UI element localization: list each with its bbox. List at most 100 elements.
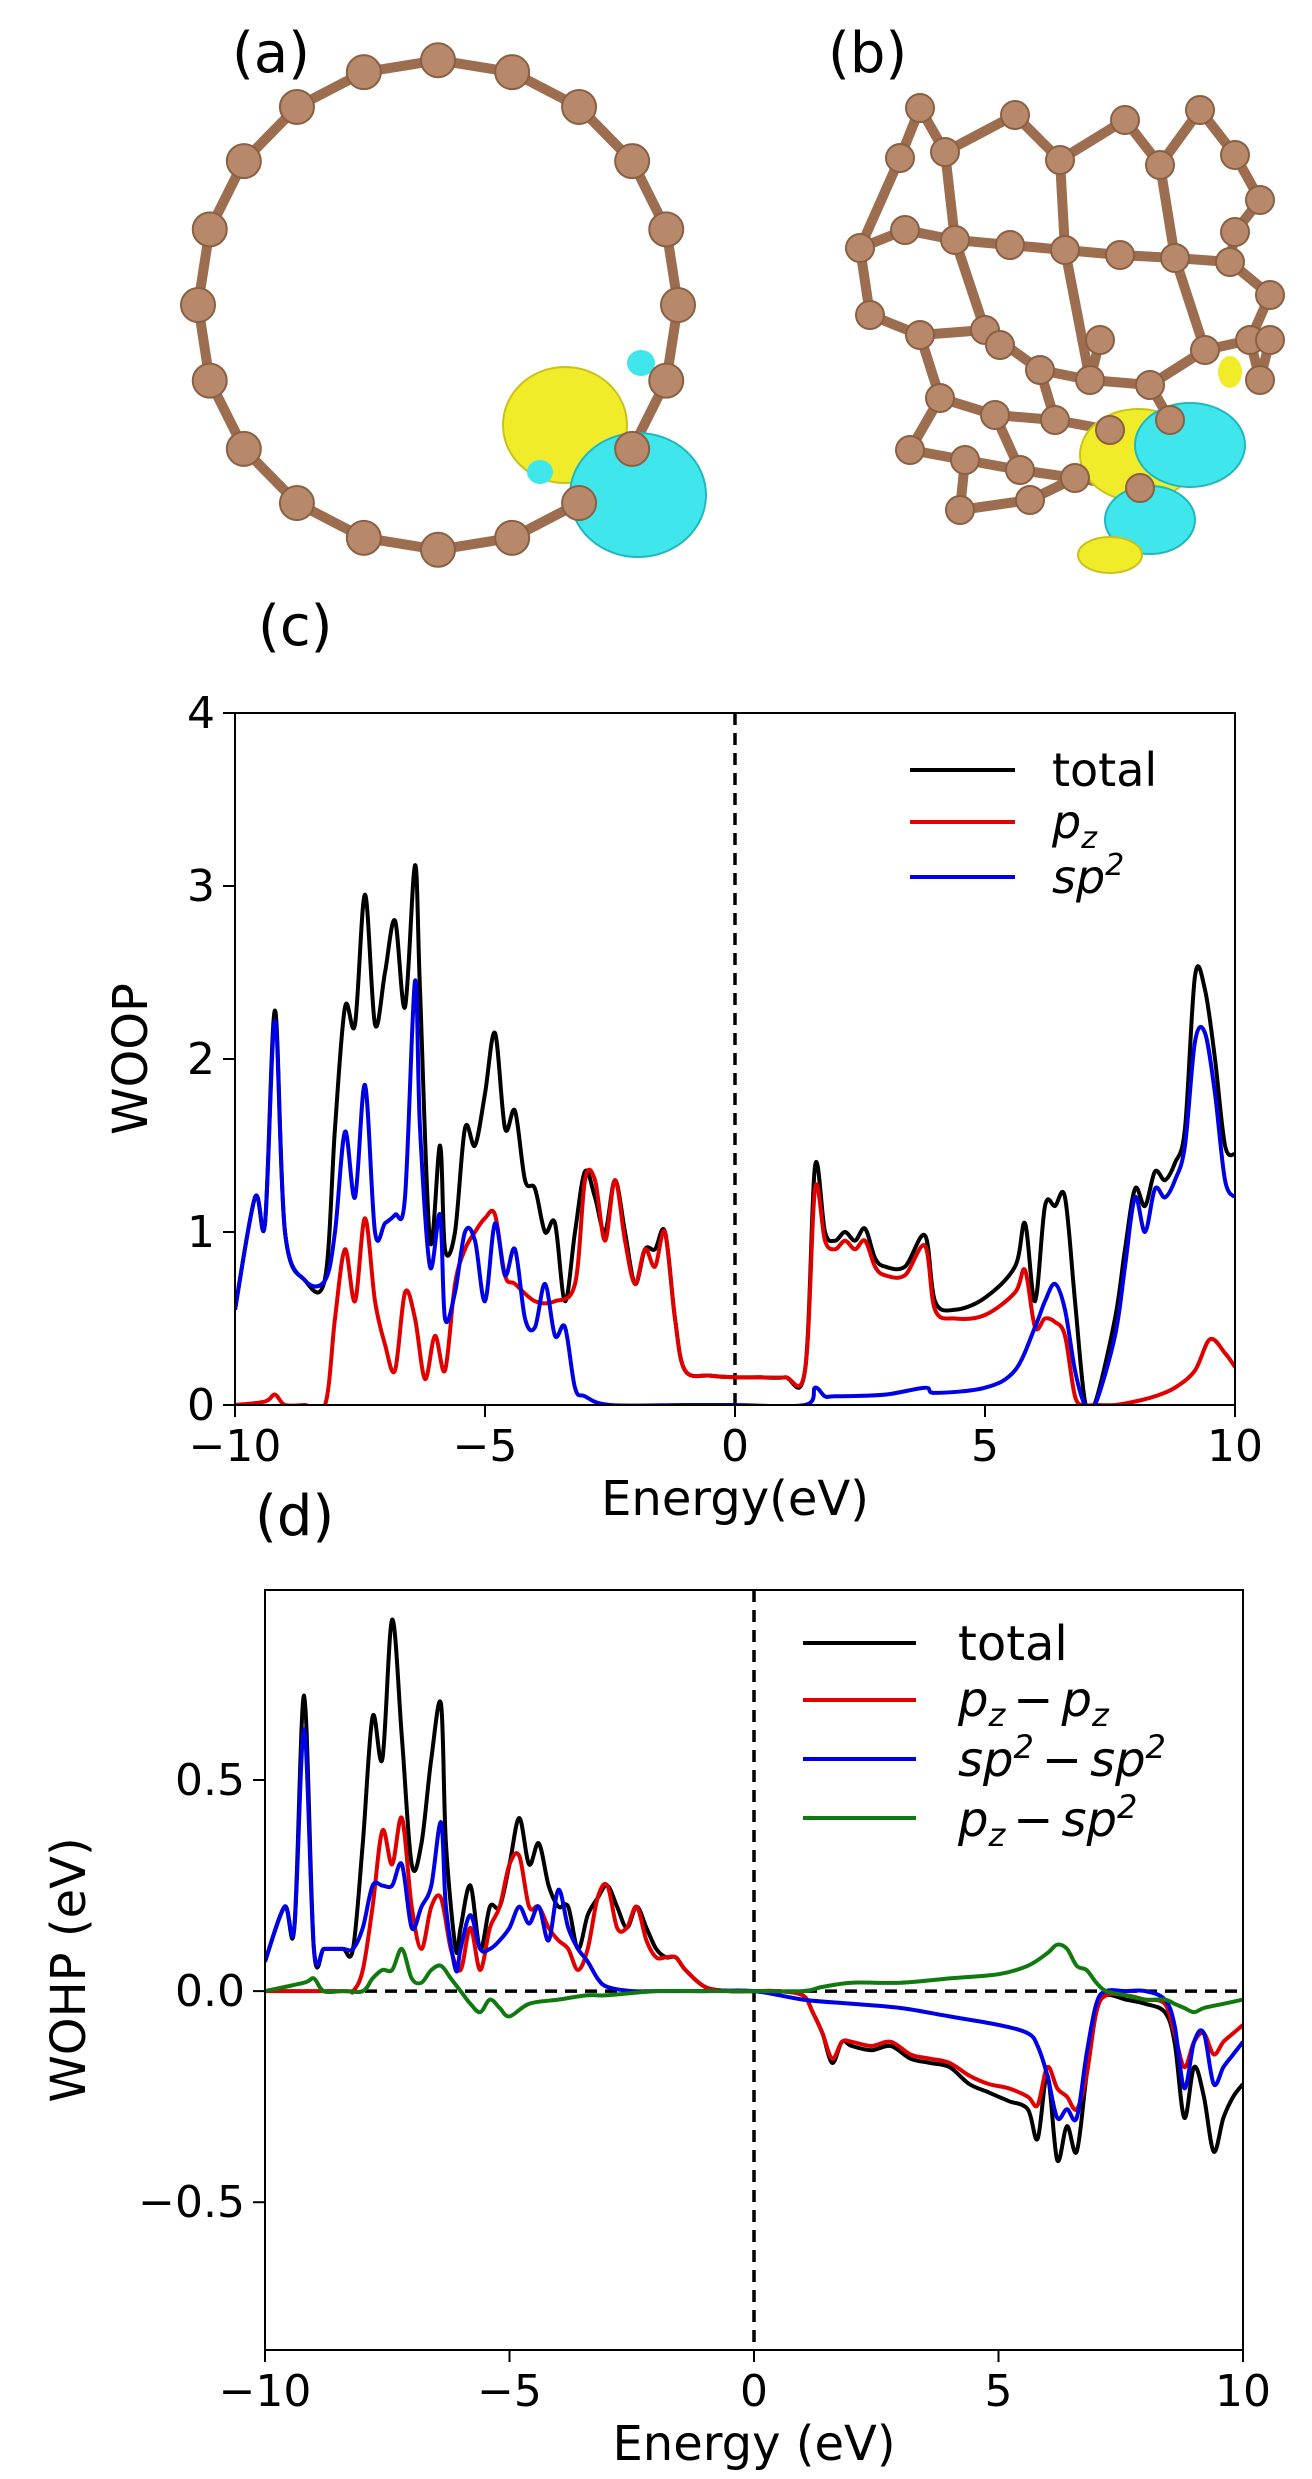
chart-d-series-group — [265, 1590, 1243, 2350]
chart-c-ytick-label: 4 — [187, 688, 215, 739]
tube-atom — [1105, 240, 1135, 270]
tube-atom — [1040, 405, 1070, 435]
panel-b-orbital-cyan-lobe — [1134, 402, 1246, 488]
chart-c-xtick-label: 0 — [721, 1421, 749, 1472]
chart-d-xlabel: Energy (eV) — [612, 2416, 895, 2472]
legend-d-pzpz-label: pz − pz — [957, 1672, 1110, 1734]
legend-d-sp2sp2-label: sp2− sp2 — [958, 1728, 1166, 1788]
panel-b: (b) — [828, 21, 1285, 574]
tube-atom — [1045, 145, 1075, 175]
chart-c-xtick-label: 5 — [971, 1421, 999, 1472]
legend-c-pz-label: pz — [1051, 795, 1098, 856]
ring-atom — [191, 362, 228, 399]
tube-atom — [950, 445, 980, 475]
tube-atom — [985, 330, 1015, 360]
tube-atom — [1215, 247, 1245, 277]
tube-atom — [995, 230, 1025, 260]
panel-b-orbital-yellow-lobe-3 — [1218, 356, 1242, 388]
ring-atom — [614, 143, 651, 180]
tube-atom — [945, 495, 975, 525]
tube-bond — [855, 153, 905, 253]
panel-b-label: (b) — [828, 21, 907, 86]
chart-c-ylabel: WOOP — [103, 983, 159, 1135]
ring-atom — [225, 143, 262, 180]
tube-atom — [1220, 217, 1250, 247]
chart-d-series-pzsp2 — [265, 1942, 1243, 2019]
tube-bond — [1060, 245, 1095, 385]
chart-d-xtick-label: 10 — [1215, 2366, 1271, 2417]
chart-c-xlabel: Energy(eV) — [601, 1471, 869, 1527]
chart-c-xtick-label: −5 — [453, 1421, 518, 1472]
tube-bond — [1155, 160, 1180, 263]
ring-atom — [278, 88, 315, 125]
panel-c-label: (c) — [258, 594, 332, 659]
chart-d-xtick-label: −10 — [219, 2366, 312, 2417]
tube-atom — [1160, 243, 1190, 273]
legend-c: total pz sp2 — [910, 743, 1157, 904]
ring-atom — [345, 54, 382, 91]
tube-atom — [845, 233, 875, 263]
tube-atom — [1085, 325, 1115, 355]
legend-d: total pz − pz sp2− sp2 pz − sp2 — [803, 1616, 1166, 1854]
ring-atom — [648, 211, 685, 248]
chart-d-ytick-label: 0.0 — [175, 1966, 245, 2017]
panel-a-orbital-small-cyan-lobe-2 — [527, 460, 553, 484]
tube-atom — [1255, 325, 1285, 355]
legend-d-pzsp2-label: pz − sp2 — [957, 1788, 1137, 1854]
panel-b-atoms — [845, 93, 1285, 525]
chart-c-series-sp2 — [235, 978, 1235, 1405]
chart-c-series-pz — [235, 1167, 1235, 1405]
tube-atom — [1245, 365, 1275, 395]
ring-atom — [420, 42, 456, 79]
chart-d-ytick-label: −0.5 — [138, 2177, 245, 2228]
tube-atom — [1145, 150, 1175, 180]
tube-atom — [1220, 140, 1250, 170]
tube-atom — [1015, 485, 1045, 515]
chart-d: −10 −5 0 5 10 −0.5 0.0 0.5 Energy (eV) WOHP (eV) — [41, 1589, 1271, 2472]
chart-c-series-total — [235, 863, 1235, 1405]
ring-atom — [648, 362, 685, 399]
tube-atom — [1000, 100, 1030, 130]
chart-c-xtick-label: −10 — [189, 1421, 282, 1472]
panel-a-orbital — [502, 350, 707, 558]
panel-a: (a) — [180, 21, 707, 568]
tube-atom — [1135, 370, 1165, 400]
chart-c-ytick-label: 3 — [187, 861, 215, 912]
ring-atom — [494, 519, 531, 556]
chart-c-ytick-label: 0 — [187, 1380, 215, 1431]
tube-bond — [1055, 155, 1070, 255]
tube-bond — [1170, 253, 1210, 355]
ring-atom — [494, 54, 531, 91]
tube-atom — [1245, 185, 1275, 215]
tube-atom — [1060, 463, 1090, 493]
chart-d-xtick-label: 0 — [740, 2366, 768, 2417]
panel-d-label: (d) — [255, 1484, 334, 1549]
chart-d-ytick-label: 0.5 — [175, 1755, 245, 1806]
ring-atom — [191, 211, 228, 248]
tube-atom — [905, 320, 935, 350]
tube-atom — [905, 93, 935, 123]
ring-atom — [561, 485, 598, 522]
chart-c-ytick-label: 1 — [187, 1207, 215, 1258]
panel-d: (d) −10 −5 0 5 10 −0.5 0.0 0.5 Energy (eV) WOHP (… — [41, 1484, 1271, 2472]
tube-atom — [1075, 365, 1105, 395]
tube-atom — [940, 225, 970, 255]
tube-atom — [895, 435, 925, 465]
tube-atom — [1255, 280, 1285, 310]
tube-bond — [950, 235, 990, 335]
ring-atom — [278, 485, 315, 522]
panel-c: (c) −10 −5 0 5 10 0 1 2 3 4 Energy(eV) WOOP total p… — [103, 594, 1263, 1527]
tube-atom — [1005, 455, 1035, 485]
chart-d-xtick-label: −5 — [477, 2366, 542, 2417]
panel-a-atoms — [180, 42, 696, 568]
tube-atom — [980, 400, 1010, 430]
chart-c-series-group — [235, 713, 1235, 1405]
panel-b-orbital-yellow-lobe-2 — [1077, 536, 1143, 574]
panel-a-label: (a) — [232, 21, 310, 86]
tube-atom — [1155, 405, 1185, 435]
tube-atom — [855, 300, 885, 330]
ring-atom — [225, 430, 262, 467]
tube-atom — [1050, 235, 1080, 265]
legend-c-sp2-label: sp2 — [1052, 848, 1124, 904]
